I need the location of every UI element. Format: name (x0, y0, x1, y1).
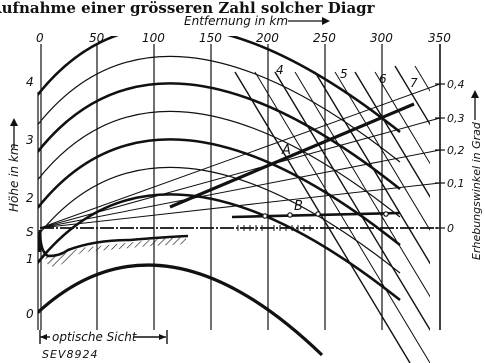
curve-a-label: A (281, 143, 291, 158)
curve-b-point (262, 213, 268, 219)
diagonal-line (274, 71, 430, 332)
elevation-lines (39, 83, 441, 229)
diagonal-line (294, 71, 430, 298)
elevation-line-0-2 (39, 149, 441, 229)
diagonal-label-7: 7 (410, 76, 418, 90)
left-tick-1: 1 (26, 252, 34, 266)
elevation-line-0-3 (39, 117, 441, 229)
curve-b-points (262, 211, 389, 219)
top-tick-300: 300 (370, 31, 393, 45)
header-text: Aufnahme einer grösseren Zahl solcher Di… (0, 0, 376, 17)
top-axis-arrowhead (322, 17, 330, 25)
top-axis-title: Entfernung in km (184, 14, 288, 28)
curve-b-point (383, 211, 389, 217)
right-tick-marks (435, 83, 445, 229)
diagonal-line (254, 71, 430, 363)
curve-height-3-5 (38, 55, 401, 163)
diagonal-line (374, 71, 430, 165)
curve-b-label: B (294, 199, 303, 214)
left-axis-title: Höhe in km (7, 143, 21, 212)
diagonal-line (394, 65, 430, 126)
optical-range-label: optische Sicht (52, 330, 138, 344)
terrain-hatch (42, 232, 188, 267)
diagonal-line (334, 71, 430, 231)
curve-height-3 (38, 82, 401, 191)
right-tick-0-4: 0,4 (447, 78, 465, 91)
curve-b-point (287, 212, 293, 218)
left-axis-arrowhead (10, 118, 18, 126)
diagonal-label-4: 4 (276, 63, 284, 77)
right-tick-labels: 0 0,1 0,2 0,3 0,4 (447, 78, 465, 235)
elevation-line-0-4 (39, 83, 441, 229)
right-tick-0-2: 0,2 (447, 144, 465, 157)
top-tick-200: 200 (256, 31, 279, 45)
top-tick-250: 250 (313, 31, 336, 45)
diagonal-lines (234, 65, 430, 363)
elevation-line-0-1 (39, 182, 441, 229)
earth-surface-curve (38, 263, 324, 357)
top-tick-150: 150 (199, 31, 222, 45)
curve-height-2-5 (38, 110, 401, 218)
curve-height-4 (38, 36, 401, 134)
left-tick-0: 0 (26, 307, 34, 321)
right-tick-0-1: 0,1 (447, 177, 465, 190)
optical-range-arrow-left (40, 334, 47, 340)
diagonal-line (234, 71, 411, 363)
left-tick-labels: 0 1 2 3 4 S (26, 75, 34, 321)
diagonal-label-5: 5 (340, 67, 348, 81)
vertical-grid (40, 44, 441, 330)
right-tick-0-3: 0,3 (447, 112, 465, 125)
curve-a (169, 102, 415, 209)
diagonal-line (354, 71, 430, 199)
left-tick-3: 3 (26, 133, 34, 147)
right-axis-title: Erhebungswinkel in Grad (470, 121, 483, 260)
height-curves (38, 36, 401, 357)
left-tick-4: 4 (26, 75, 34, 89)
right-axis-arrowhead (471, 90, 479, 98)
diagonal-line (314, 71, 430, 265)
left-tick-s: S (26, 225, 34, 239)
terrain-profile (38, 229, 189, 258)
top-tick-350: 350 (428, 31, 451, 45)
top-tick-0: 0 (36, 31, 44, 45)
curve-height-2 (38, 138, 401, 247)
figure-id: SEV8924 (42, 348, 98, 361)
diagonal-label-6: 6 (379, 72, 387, 86)
curve-height-1-5 (38, 166, 401, 274)
baseline-ticks (237, 225, 311, 231)
right-tick-0: 0 (447, 222, 454, 235)
left-tick-2: 2 (26, 191, 34, 205)
optical-range-arrow-right (159, 334, 166, 340)
curve-b-point (315, 211, 321, 217)
top-tick-100: 100 (142, 31, 165, 45)
